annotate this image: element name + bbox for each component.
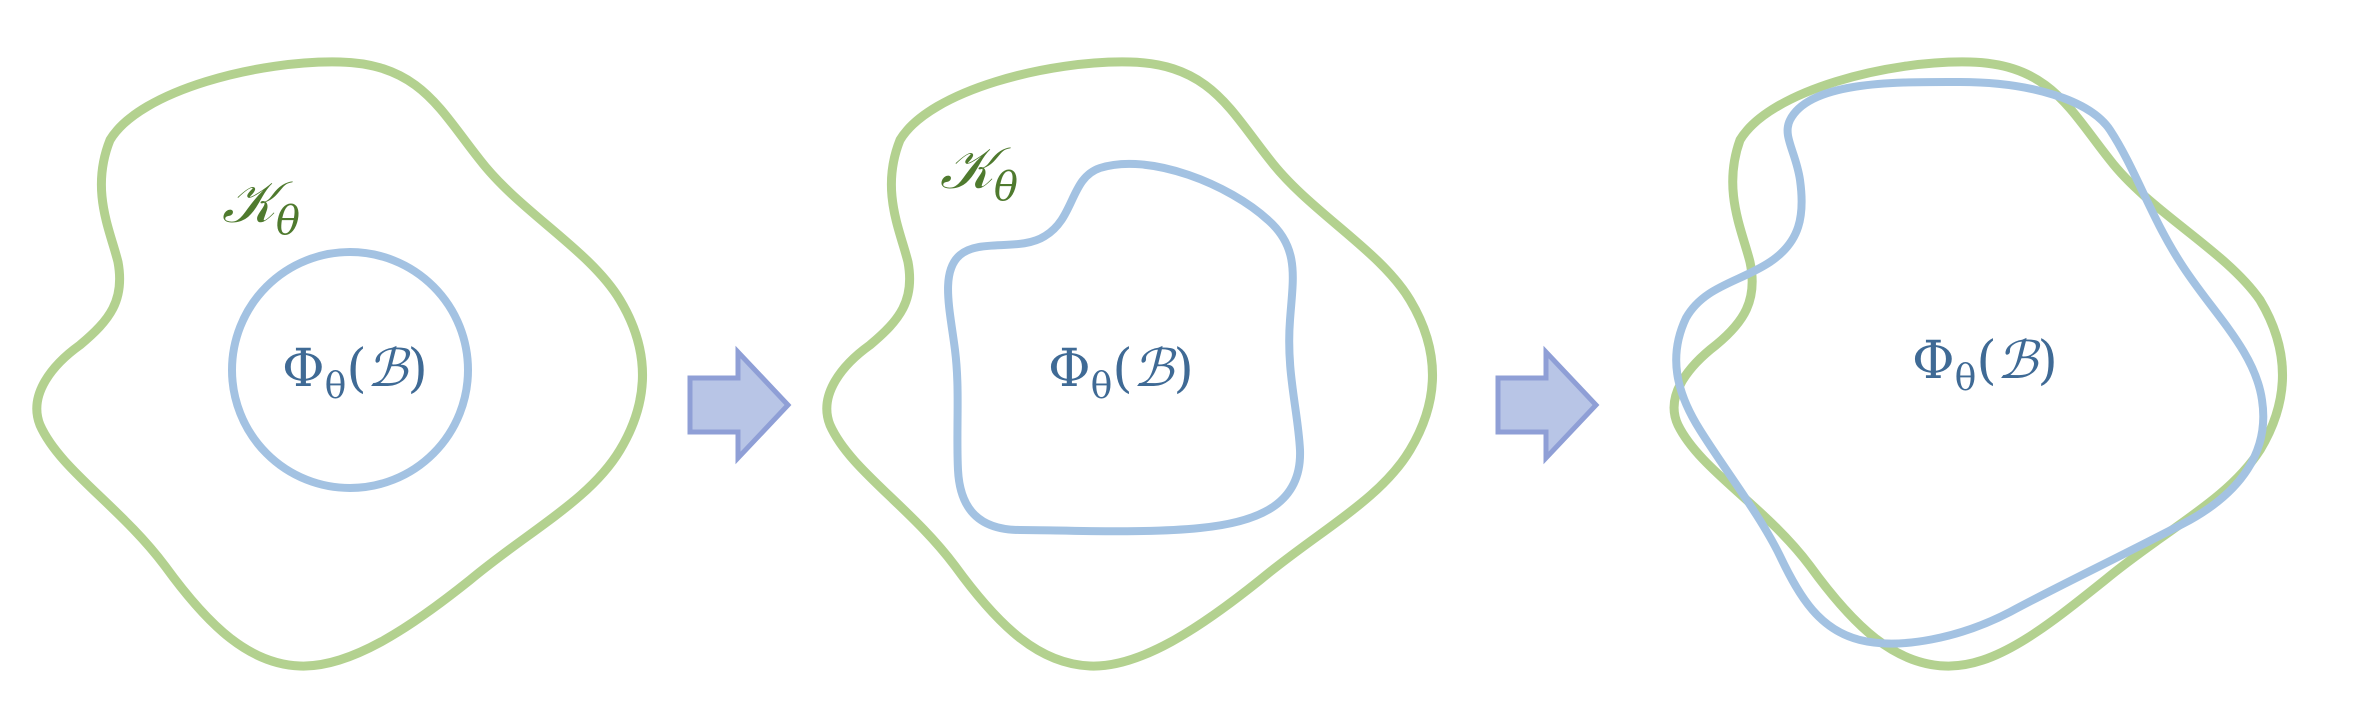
- panel-3-phi-subscript: θ: [1955, 358, 1977, 399]
- panel-1-phi-arg: ℬ: [367, 339, 411, 399]
- panel-1-phi-open: (: [346, 339, 366, 399]
- panel-1-region-k: [32, 57, 647, 671]
- panel-1-phi-subscript: θ: [325, 366, 347, 407]
- panel-3-region-k: [1669, 57, 2287, 671]
- arrow-2-icon: [1495, 345, 1600, 465]
- panel-1-label-phi: Φθ(ℬ): [282, 339, 428, 407]
- panel-2-phi-arg: ℬ: [1133, 339, 1177, 399]
- panel-3-phi-arg: ℬ: [1997, 331, 2041, 391]
- panel-2-k-subscript: θ: [994, 164, 1018, 210]
- panel-1-k-subscript: θ: [276, 198, 300, 244]
- panel-3-phi-symbol: Φ: [1912, 331, 1955, 391]
- panel-1-phi-symbol: Φ: [282, 339, 325, 399]
- panel-3: Φθ(ℬ): [1669, 57, 2287, 671]
- panel-2-phi-close: ): [1174, 339, 1194, 399]
- panel-2-label-k: 𝒦θ: [940, 134, 1018, 210]
- panel-3-label-phi: Φθ(ℬ): [1912, 331, 2058, 399]
- panel-2: 𝒦θ Φθ(ℬ): [822, 57, 1437, 671]
- panel-1-phi-close: ): [408, 339, 428, 399]
- panel-2-phi-open: (: [1112, 339, 1132, 399]
- panel-3-phi-open: (: [1976, 331, 1996, 391]
- panel-3-region-phi: [1672, 77, 2268, 648]
- arrow-1-icon: [687, 345, 792, 465]
- panel-2-label-phi: Φθ(ℬ): [1048, 339, 1194, 407]
- panel-2-phi-symbol: Φ: [1048, 339, 1091, 399]
- panel-1-region-phi: [228, 248, 472, 492]
- panel-2-region-phi: [944, 160, 1305, 536]
- panel-3-phi-close: ): [2038, 331, 2058, 391]
- panel-1-label-k: 𝒦θ: [222, 168, 300, 244]
- panel-2-region-k: [822, 57, 1437, 671]
- panel-2-phi-subscript: θ: [1091, 366, 1113, 407]
- panel-1: 𝒦θ Φθ(ℬ): [32, 57, 647, 671]
